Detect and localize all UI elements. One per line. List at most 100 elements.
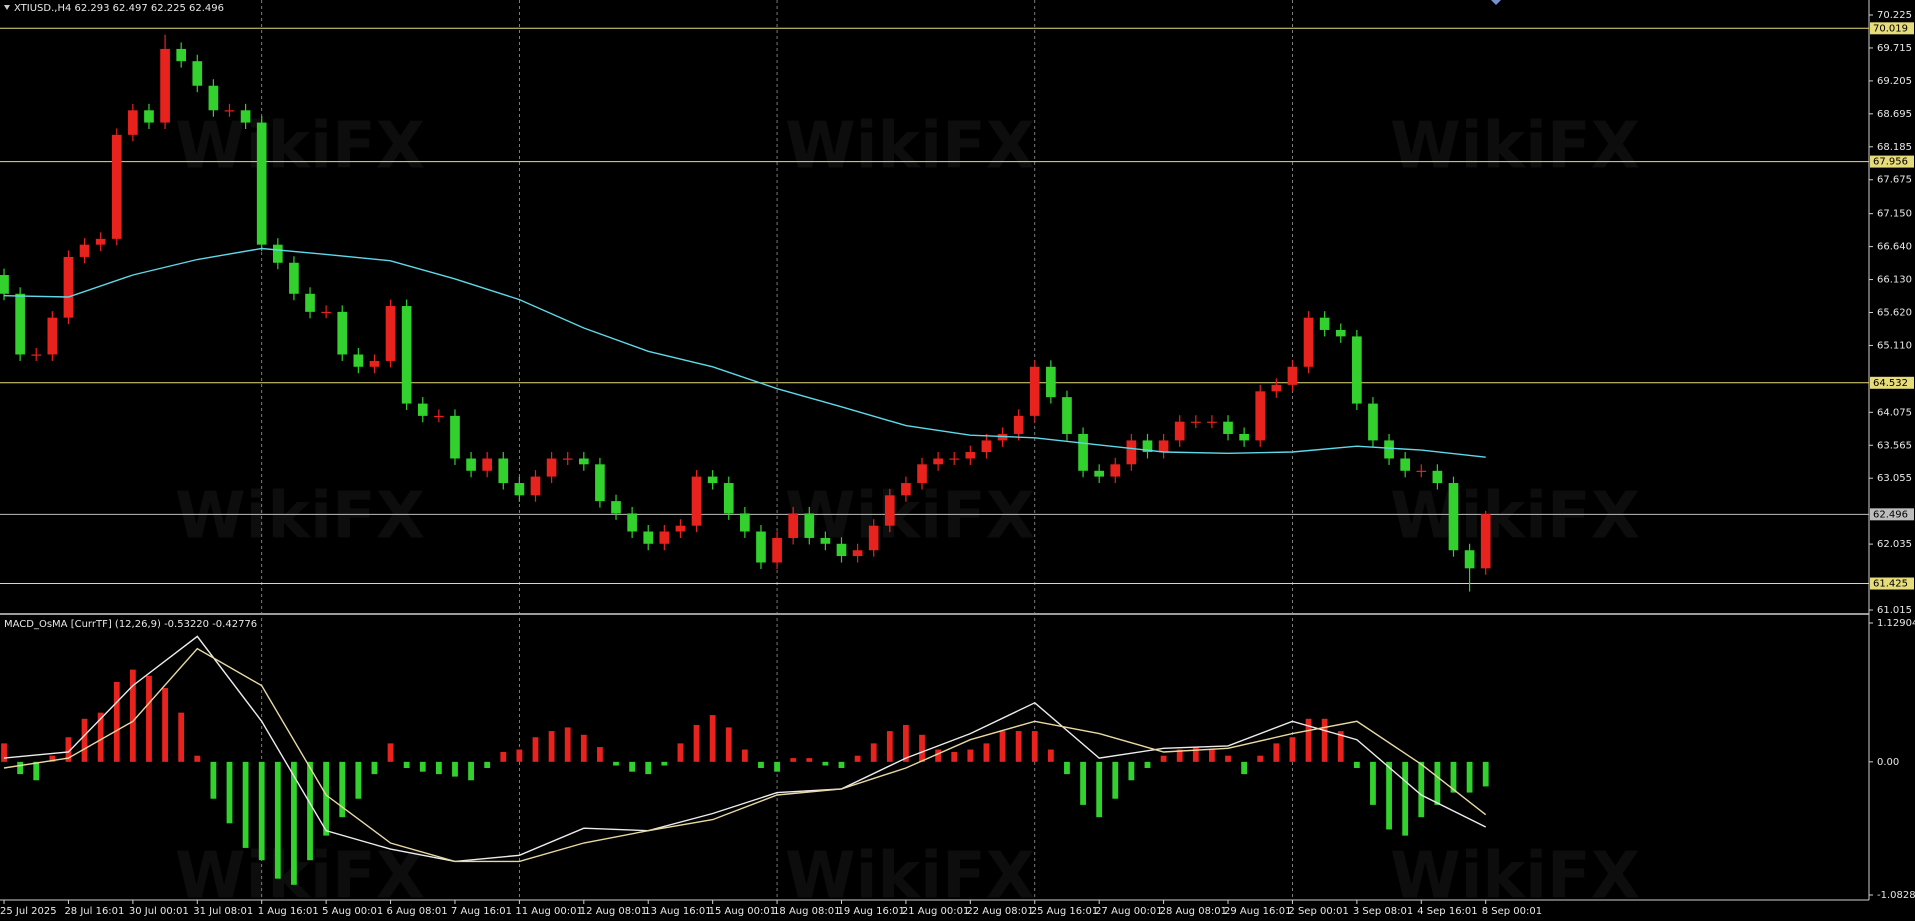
candle-body bbox=[965, 452, 976, 459]
histogram-bar bbox=[886, 731, 893, 762]
histogram-bar bbox=[1031, 731, 1038, 762]
price-level-label: 67.956 bbox=[1873, 157, 1908, 168]
histogram-bar bbox=[516, 749, 523, 762]
y-tick-label: 0.00 bbox=[1877, 757, 1899, 768]
candle-body bbox=[1400, 458, 1411, 471]
x-tick-label: 15 Aug 00:01 bbox=[709, 906, 776, 917]
candle-body bbox=[1287, 366, 1298, 385]
histogram-bar bbox=[790, 758, 797, 762]
x-tick-label: 29 Aug 16:01 bbox=[1224, 906, 1291, 917]
histogram-bar bbox=[1337, 731, 1344, 762]
histogram-bar bbox=[226, 761, 233, 824]
y-tick-label: 67.150 bbox=[1877, 209, 1912, 220]
candle-body bbox=[337, 311, 348, 355]
histogram-bar bbox=[210, 761, 217, 799]
histogram-bar bbox=[919, 734, 925, 762]
histogram-bar bbox=[129, 669, 136, 762]
y-tick-label: 68.185 bbox=[1877, 142, 1912, 153]
histogram-bar bbox=[242, 761, 249, 848]
watermark: WikiFX bbox=[1390, 480, 1640, 554]
candle-body bbox=[1352, 336, 1362, 404]
histogram-bar bbox=[1241, 761, 1248, 775]
histogram-bar bbox=[1386, 761, 1392, 830]
histogram-bar bbox=[597, 747, 603, 762]
histogram-bar bbox=[81, 718, 88, 762]
histogram-bar bbox=[935, 749, 942, 762]
x-tick-label: 27 Aug 00:01 bbox=[1095, 906, 1162, 917]
histogram-bar bbox=[1257, 755, 1264, 762]
candle-body bbox=[144, 110, 154, 123]
histogram-bar bbox=[548, 731, 555, 762]
candle-body bbox=[160, 48, 170, 123]
x-tick-label: 2 Sep 00:01 bbox=[1288, 906, 1348, 917]
price-level-box bbox=[1870, 508, 1914, 521]
price-level-box bbox=[1870, 22, 1914, 35]
candle-body bbox=[1126, 440, 1137, 465]
candle-body bbox=[1480, 514, 1491, 569]
candle-body bbox=[482, 458, 493, 471]
symbol-menu-icon[interactable] bbox=[4, 5, 10, 10]
histogram-bar bbox=[580, 734, 587, 762]
candle-body bbox=[1432, 470, 1443, 484]
histogram-bar bbox=[645, 761, 652, 775]
indicator-line bbox=[3, 247, 1486, 458]
histogram-bar bbox=[1450, 761, 1457, 793]
candle-body bbox=[1142, 440, 1153, 453]
x-tick-label: 22 Aug 08:01 bbox=[966, 906, 1033, 917]
candle-body bbox=[981, 440, 992, 453]
histogram-bar bbox=[613, 761, 619, 766]
candle-body bbox=[385, 306, 396, 361]
histogram-bar bbox=[371, 761, 378, 775]
histogram-bar bbox=[403, 761, 410, 768]
histogram-bar bbox=[1064, 761, 1070, 775]
histogram-bar bbox=[532, 737, 539, 762]
histogram-bar bbox=[725, 727, 732, 762]
x-tick-label: 6 Aug 08:01 bbox=[387, 906, 448, 917]
candle-body bbox=[772, 537, 782, 563]
candle-body bbox=[47, 317, 58, 355]
candle-body bbox=[611, 501, 621, 514]
histogram-bar bbox=[500, 752, 507, 762]
candle-body bbox=[289, 262, 299, 294]
shift-marker bbox=[1491, 0, 1501, 5]
candle-body bbox=[498, 458, 509, 484]
histogram-bar bbox=[1192, 747, 1199, 762]
histogram-bar bbox=[1273, 743, 1280, 762]
histogram-bar bbox=[468, 761, 474, 781]
histogram-bar bbox=[1176, 749, 1183, 762]
histogram-bar bbox=[677, 743, 684, 762]
histogram-bar bbox=[1434, 761, 1441, 805]
candle-body bbox=[1464, 550, 1475, 569]
price-level-label: 70.019 bbox=[1873, 23, 1908, 34]
y-tick-label: 63.055 bbox=[1877, 473, 1912, 484]
watermark: WikiFX bbox=[1390, 110, 1640, 184]
candle-body bbox=[691, 476, 702, 526]
x-tick-label: 1 Aug 16:01 bbox=[258, 906, 319, 917]
y-tick-label: 63.565 bbox=[1877, 440, 1912, 451]
candle-body bbox=[1223, 421, 1233, 434]
histogram-bar bbox=[49, 755, 56, 762]
candle-body bbox=[369, 360, 380, 367]
candle-body bbox=[1207, 421, 1217, 423]
candle-body bbox=[1448, 483, 1459, 551]
candle-body bbox=[1190, 421, 1201, 423]
histogram-bar bbox=[307, 761, 313, 861]
y-tick-label: 66.640 bbox=[1877, 242, 1912, 253]
histogram-bar bbox=[854, 755, 861, 762]
histogram-bar bbox=[1402, 761, 1409, 836]
candle-body bbox=[1158, 440, 1169, 453]
candle-body bbox=[192, 61, 203, 86]
histogram-bar bbox=[194, 755, 201, 762]
candle-body bbox=[949, 458, 960, 460]
histogram-bar bbox=[258, 761, 265, 861]
y-tick-label: 61.015 bbox=[1877, 605, 1912, 616]
x-tick-label: 21 Aug 00:01 bbox=[902, 906, 969, 917]
candle-body bbox=[627, 513, 637, 532]
candle-body bbox=[111, 134, 122, 239]
x-tick-label: 5 Aug 00:01 bbox=[322, 906, 383, 917]
candle-body bbox=[15, 293, 25, 355]
x-tick-label: 12 Aug 08:01 bbox=[580, 906, 647, 917]
x-tick-label: 3 Sep 08:01 bbox=[1353, 906, 1413, 917]
histogram-bar bbox=[484, 761, 491, 768]
